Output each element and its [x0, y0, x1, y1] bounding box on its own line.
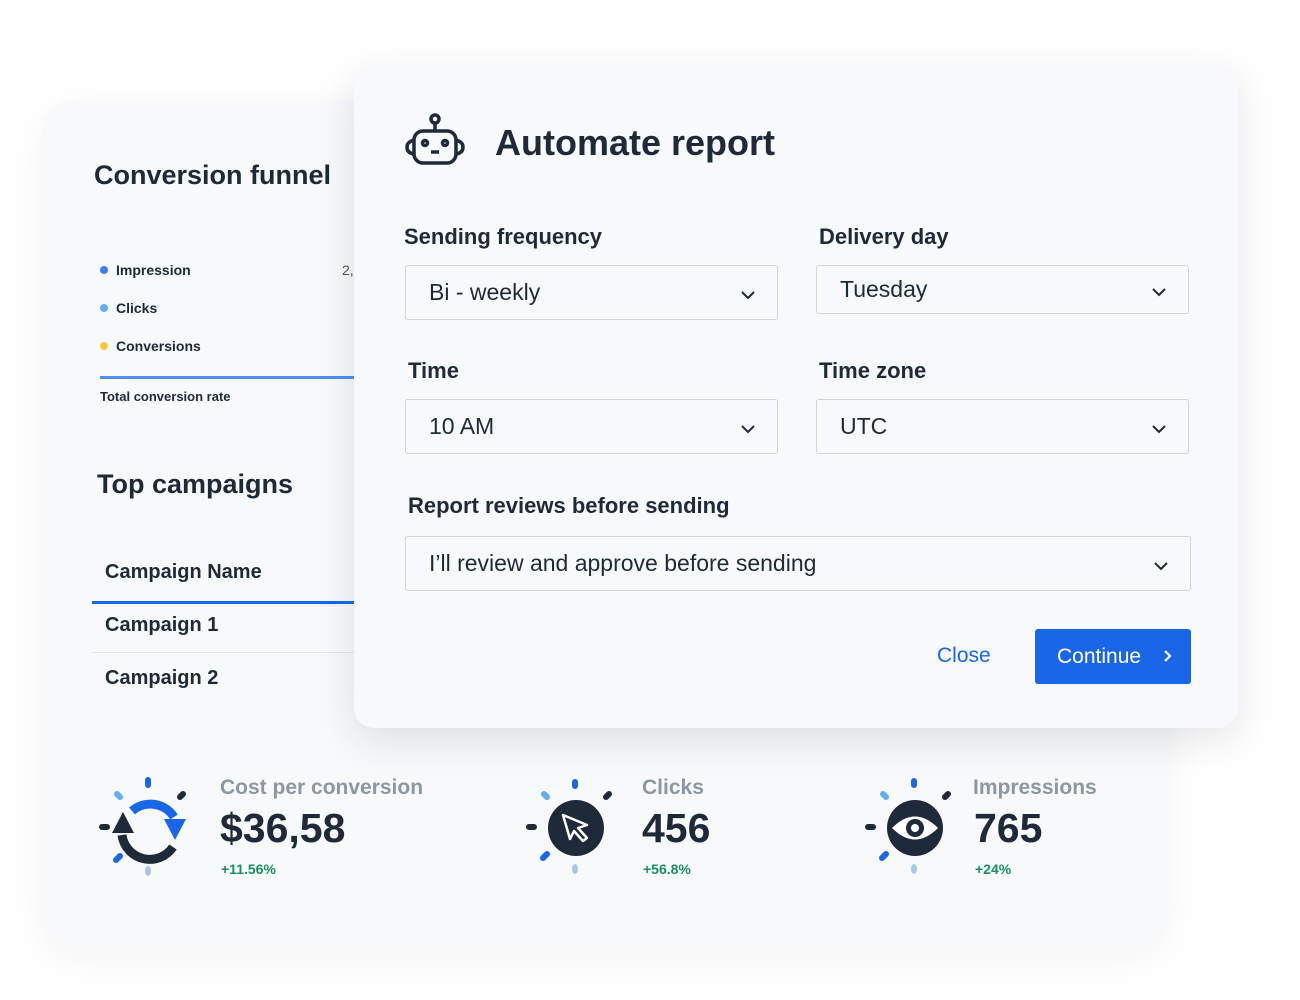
time-label: Time	[408, 358, 459, 383]
select-value: I’ll review and approve before sending	[429, 550, 817, 576]
stat-value: 456	[642, 805, 711, 851]
legend-label: Conversions	[116, 338, 201, 354]
stat-value: 765	[974, 805, 1043, 851]
timezone-select[interactable]: UTC	[816, 399, 1189, 454]
divider	[100, 376, 360, 379]
funnel-title: Conversion funnel	[94, 160, 332, 190]
stat-label: Cost per conversion	[220, 776, 424, 799]
chevron-down-icon	[1152, 413, 1166, 440]
eye-icon	[864, 775, 954, 885]
total-conversion-label: Total conversion rate	[100, 389, 231, 404]
frequency-select[interactable]: Bi - weekly	[405, 265, 778, 320]
delivery-day-label: Delivery day	[819, 224, 949, 249]
select-value: Tuesday	[840, 276, 928, 302]
review-select[interactable]: I’ll review and approve before sending	[405, 536, 1191, 591]
stat-change: +56.8%	[643, 861, 691, 877]
stat-value: $36,58	[220, 805, 346, 851]
legend-label: Impression	[116, 262, 191, 278]
review-label: Report reviews before sending	[408, 493, 730, 518]
frequency-label: Sending frequency	[404, 224, 603, 249]
robot-icon	[404, 111, 466, 174]
table-row[interactable]: Campaign 2	[105, 667, 219, 689]
legend-clicks: Clicks	[100, 300, 157, 316]
chevron-down-icon	[741, 413, 755, 440]
automate-report-modal: Automate report Sending frequency Bi - w…	[354, 65, 1238, 728]
impression-value: 2,	[342, 262, 354, 278]
stat-label: Clicks	[642, 776, 704, 799]
stat-change: +24%	[975, 861, 1012, 877]
chevron-down-icon	[1152, 276, 1166, 303]
continue-button[interactable]: Continue	[1035, 629, 1191, 684]
stat-change: +11.56%	[221, 861, 276, 877]
select-value: 10 AM	[429, 413, 495, 439]
chevron-down-icon	[741, 279, 755, 306]
legend-conversions: Conversions	[100, 338, 201, 354]
legend-impression: Impression	[100, 262, 191, 278]
header-underline	[92, 601, 362, 604]
delivery-day-select[interactable]: Tuesday	[816, 265, 1189, 314]
stat-label: Impressions	[973, 776, 1097, 799]
legend-label: Clicks	[116, 300, 158, 316]
chevron-right-icon	[1163, 645, 1172, 669]
close-button[interactable]: Close	[937, 644, 991, 667]
select-value: Bi - weekly	[429, 279, 541, 305]
divider	[92, 652, 362, 653]
chevron-down-icon	[1154, 550, 1168, 577]
table-row[interactable]: Campaign 1	[105, 614, 219, 636]
continue-label: Continue	[1057, 644, 1142, 668]
modal-title: Automate report	[495, 122, 776, 163]
refresh-icon	[98, 775, 188, 885]
campaigns-title: Top campaigns	[97, 469, 294, 499]
time-select[interactable]: 10 AM	[405, 399, 778, 454]
select-value: UTC	[840, 413, 888, 439]
timezone-label: Time zone	[819, 358, 927, 383]
cursor-icon	[525, 775, 615, 885]
campaign-header: Campaign Name	[105, 561, 262, 583]
